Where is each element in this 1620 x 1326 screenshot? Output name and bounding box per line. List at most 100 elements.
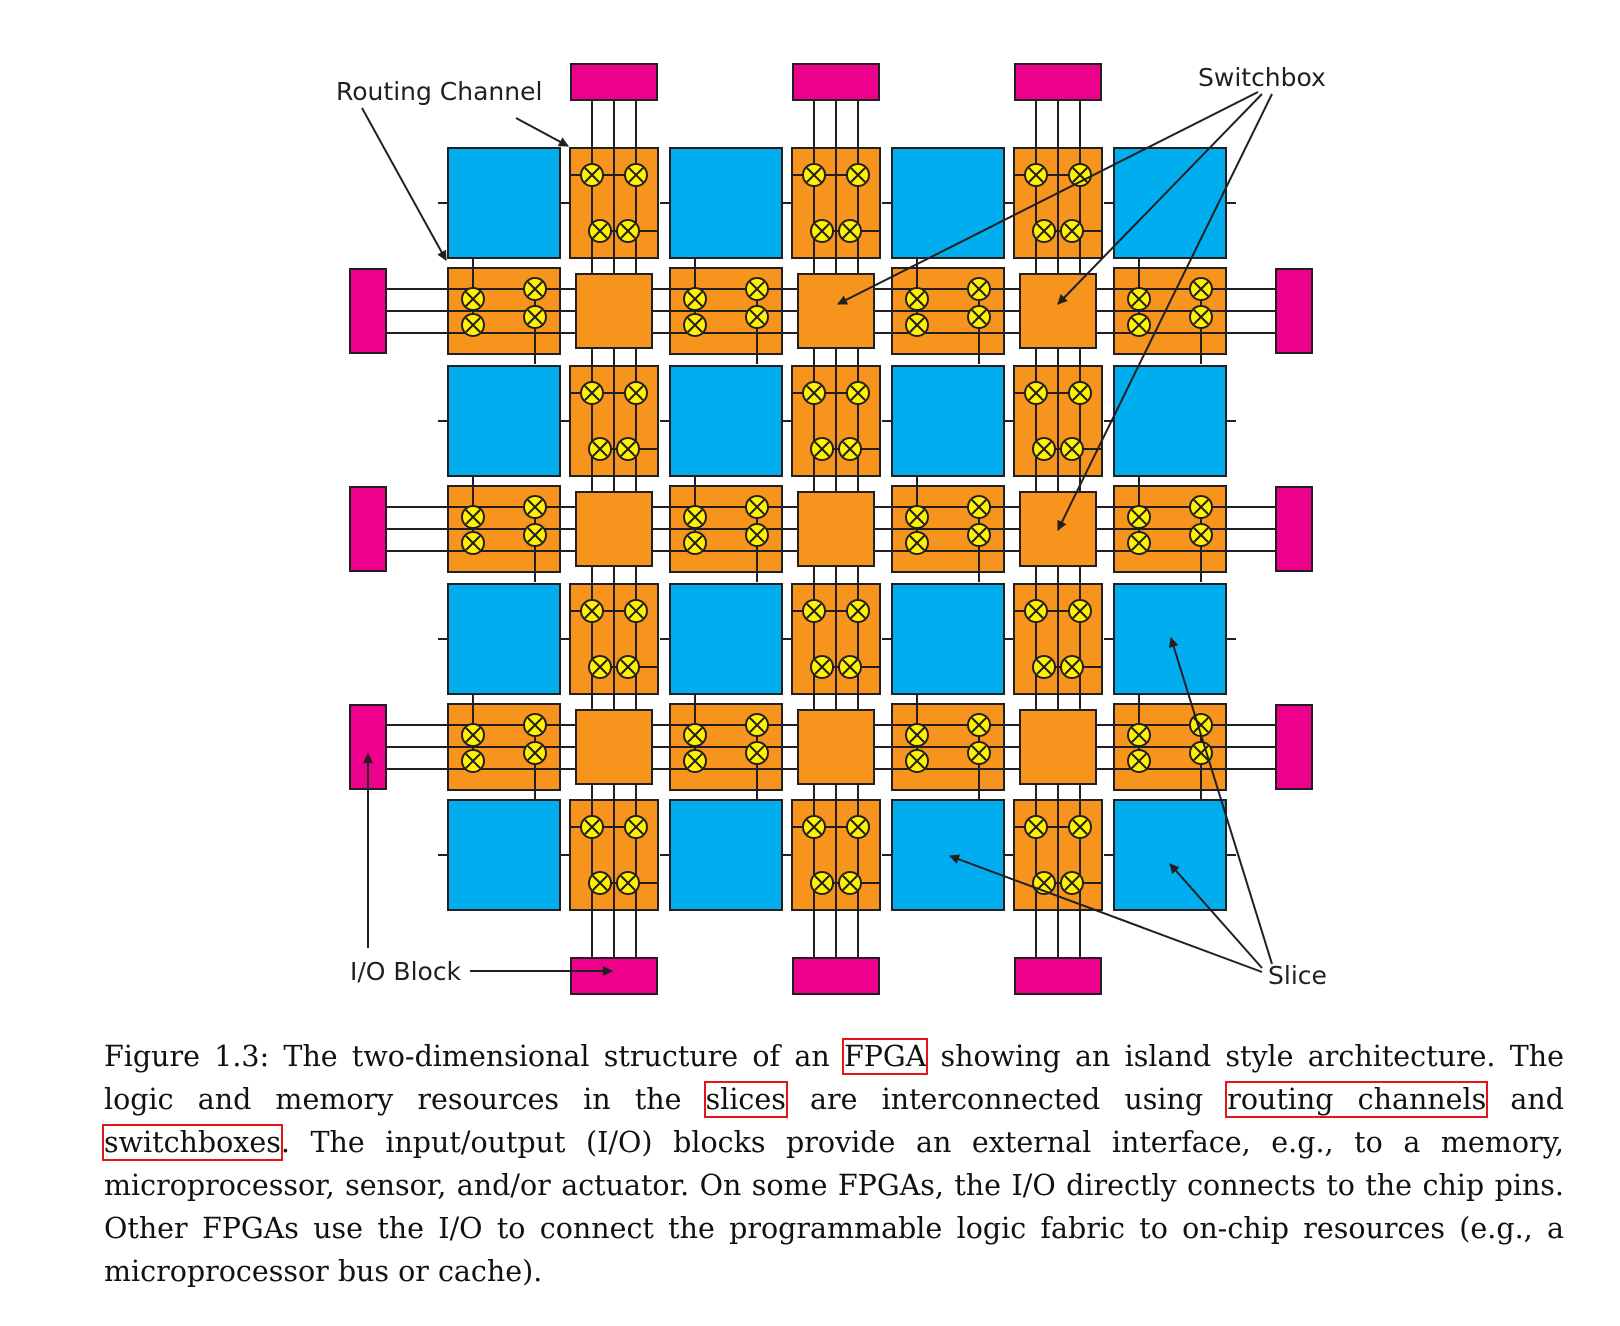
switch-point [588, 655, 612, 679]
io-block-left [349, 704, 387, 790]
switch-point [683, 505, 707, 529]
io-block-bottom [570, 957, 658, 995]
switch-point [523, 495, 547, 519]
io-block-top [1014, 63, 1102, 101]
switch-point [461, 505, 485, 529]
slice [669, 799, 783, 911]
switch-point [624, 815, 648, 839]
routing-channel-arrow [515, 117, 569, 147]
switch-point [461, 287, 485, 311]
io-block-left [349, 268, 387, 354]
switch-point [745, 741, 769, 765]
io-block-right [1275, 268, 1313, 354]
slice [447, 799, 561, 911]
routing-channel-label: Routing Channel [336, 77, 542, 106]
slice-label: Slice [1268, 961, 1327, 990]
caption-part5: . The input/output (I/O) blocks provide … [104, 1126, 1564, 1288]
switch-point [1024, 163, 1048, 187]
switch-point [580, 815, 604, 839]
switch-point [588, 871, 612, 895]
switch-point [967, 305, 991, 329]
switch-point [1127, 531, 1151, 555]
switchbox-arrow [837, 91, 1259, 305]
switch-point [1127, 723, 1151, 747]
switch-point [616, 219, 640, 243]
switch-point [846, 381, 870, 405]
switch-point [745, 713, 769, 737]
slice [1113, 147, 1227, 259]
switch-point [1032, 655, 1056, 679]
switch-point [905, 723, 929, 747]
switchbox-label: Switchbox [1198, 63, 1326, 92]
switch-point [1068, 163, 1092, 187]
switchbox [575, 273, 653, 349]
switchbox [797, 491, 875, 567]
slice-arrow [1168, 637, 1273, 965]
io-block-label: I/O Block [350, 957, 462, 986]
slice [1113, 365, 1227, 477]
fpga-diagram: Routing Channel Switchbox I/O Block Slic… [336, 63, 1327, 995]
slice [669, 365, 783, 477]
io-block-top [792, 63, 880, 101]
slice [1113, 583, 1227, 695]
slice [669, 583, 783, 695]
switch-point [1060, 437, 1084, 461]
switch-point [580, 381, 604, 405]
switch-point [683, 749, 707, 773]
switch-point [624, 599, 648, 623]
switchbox [1019, 273, 1097, 349]
switch-point [1068, 815, 1092, 839]
switch-point [1189, 741, 1213, 765]
switch-point [461, 313, 485, 337]
io-block-bottom [1014, 957, 1102, 995]
switch-point [683, 287, 707, 311]
switch-point [683, 723, 707, 747]
switchbox [575, 491, 653, 567]
switch-point [1068, 381, 1092, 405]
slice [891, 365, 1005, 477]
switch-point [745, 495, 769, 519]
switch-point [905, 313, 929, 337]
switch-point [967, 713, 991, 737]
switch-point [1189, 495, 1213, 519]
slice [447, 365, 561, 477]
switch-point [1127, 287, 1151, 311]
switch-point [802, 599, 826, 623]
slice [1113, 799, 1227, 911]
caption-prefix: Figure 1.3: The two-dimensional structur… [104, 1040, 844, 1073]
switch-point [810, 655, 834, 679]
slice [891, 583, 1005, 695]
switch-point [523, 523, 547, 547]
switch-point [1060, 871, 1084, 895]
routing-channel-arrow [361, 107, 447, 261]
caption-part4: and [1486, 1083, 1564, 1116]
switch-point [616, 437, 640, 461]
highlight-slices: slices [703, 1081, 788, 1118]
switch-point [1060, 655, 1084, 679]
switch-point [802, 815, 826, 839]
figure-caption: Figure 1.3: The two-dimensional structur… [102, 1035, 1564, 1293]
switch-point [810, 219, 834, 243]
slice-arrow [1169, 863, 1263, 969]
switch-point [580, 163, 604, 187]
switch-point [1032, 437, 1056, 461]
highlight-fpga: FPGA [841, 1038, 929, 1075]
io-block-bottom [792, 957, 880, 995]
io-block-top [570, 63, 658, 101]
slice [891, 799, 1005, 911]
switch-point [802, 381, 826, 405]
switch-point [967, 523, 991, 547]
switch-point [745, 277, 769, 301]
switch-point [683, 313, 707, 337]
switch-point [1189, 305, 1213, 329]
switch-point [905, 287, 929, 311]
switch-point [846, 163, 870, 187]
switch-point [967, 495, 991, 519]
switch-point [1060, 219, 1084, 243]
switch-point [838, 219, 862, 243]
switchbox [575, 709, 653, 785]
highlight-switchboxes: switchboxes [102, 1124, 283, 1161]
switch-point [616, 655, 640, 679]
switchbox-arrow [1057, 93, 1273, 531]
switch-point [846, 815, 870, 839]
